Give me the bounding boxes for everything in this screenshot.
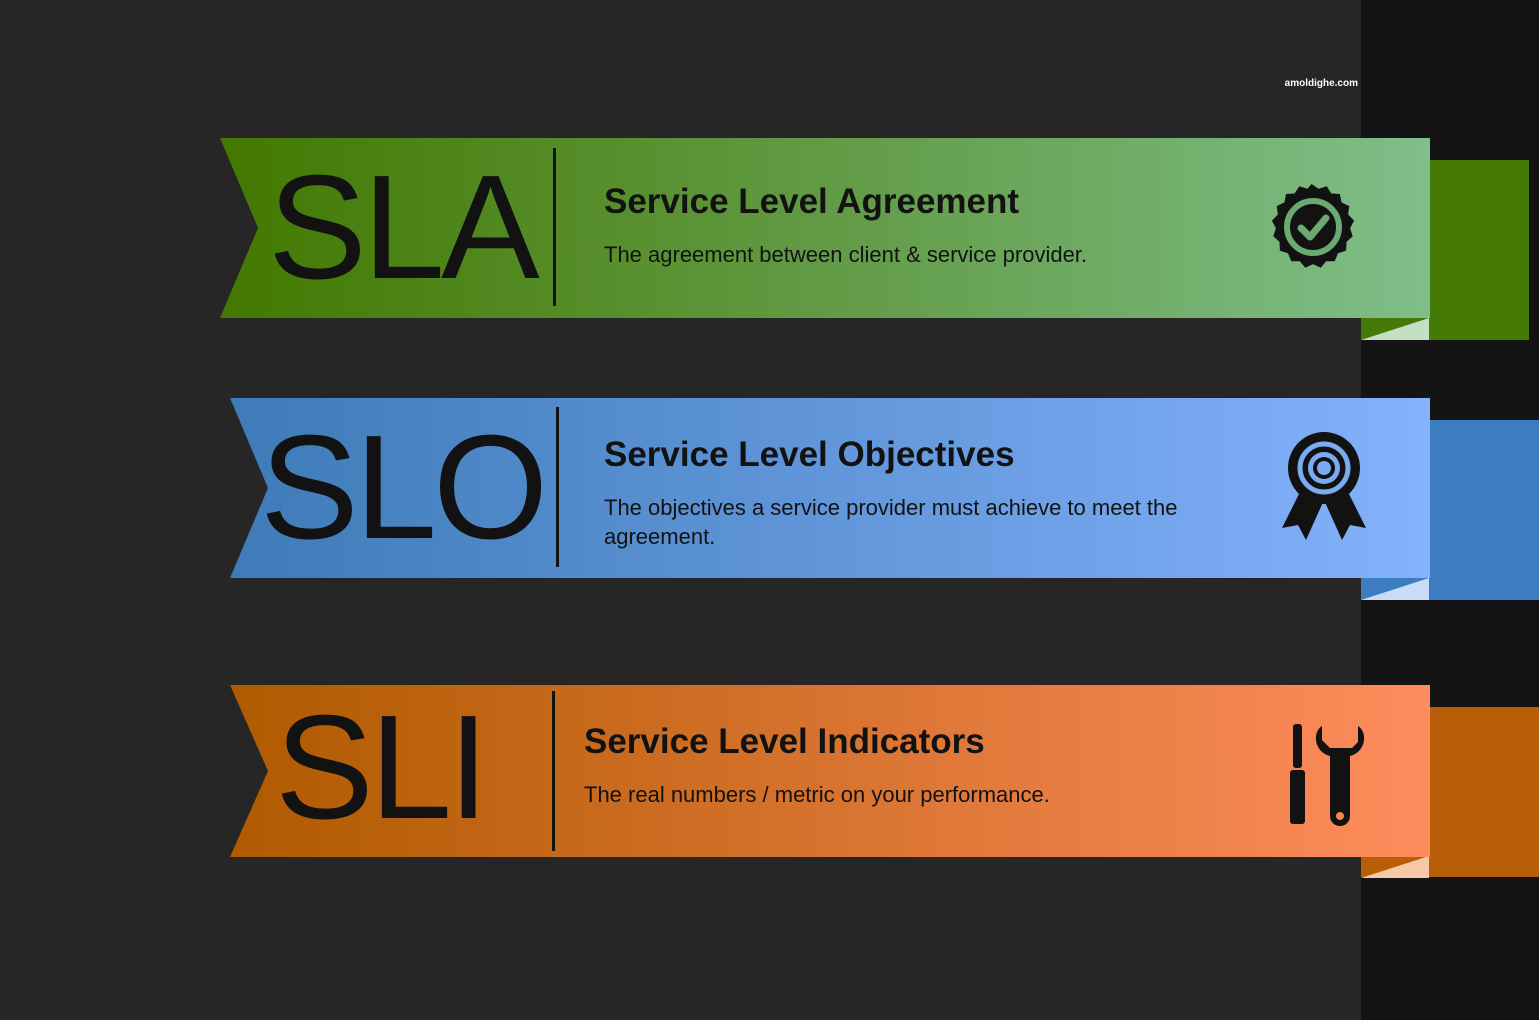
banner-body <box>230 685 1430 857</box>
banner-abbreviation: SLO <box>260 405 548 570</box>
banner-fold <box>1361 578 1429 600</box>
banner-title: Service Level Indicators <box>584 722 985 761</box>
tools-icon <box>1290 724 1365 826</box>
banner-divider <box>553 148 556 306</box>
banner-divider <box>556 407 559 567</box>
banner-fold <box>1361 318 1429 340</box>
banner-title: Service Level Agreement <box>604 182 1020 221</box>
banner-abbreviation: SLI <box>275 685 489 850</box>
banner-body <box>220 138 1430 318</box>
banner-description: The objectives a service provider must a… <box>604 495 1178 549</box>
banner-divider <box>552 691 555 851</box>
banner-description: The real numbers / metric on your perfor… <box>584 782 1050 807</box>
award-ribbon-icon <box>1282 432 1366 540</box>
banner-description: The agreement between client & service p… <box>604 242 1088 267</box>
banner-body <box>230 398 1430 578</box>
badge-check-icon <box>1271 184 1355 268</box>
banner-abbreviation: SLA <box>268 145 540 310</box>
banner-fold <box>1361 856 1429 878</box>
banner-title: Service Level Objectives <box>604 435 1015 474</box>
watermark: amoldighe.com <box>1284 78 1358 89</box>
